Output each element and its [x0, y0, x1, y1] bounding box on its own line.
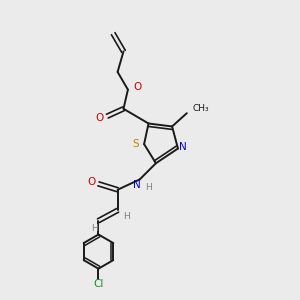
Text: O: O — [87, 177, 95, 188]
Text: O: O — [96, 112, 104, 123]
Text: O: O — [134, 82, 142, 92]
Text: S: S — [132, 139, 139, 149]
Text: CH₃: CH₃ — [193, 104, 209, 113]
Text: N: N — [179, 142, 187, 152]
Text: H: H — [91, 224, 98, 232]
Text: Cl: Cl — [93, 279, 104, 289]
Text: H: H — [123, 212, 130, 221]
Text: N: N — [133, 180, 141, 190]
Text: H: H — [146, 183, 152, 192]
